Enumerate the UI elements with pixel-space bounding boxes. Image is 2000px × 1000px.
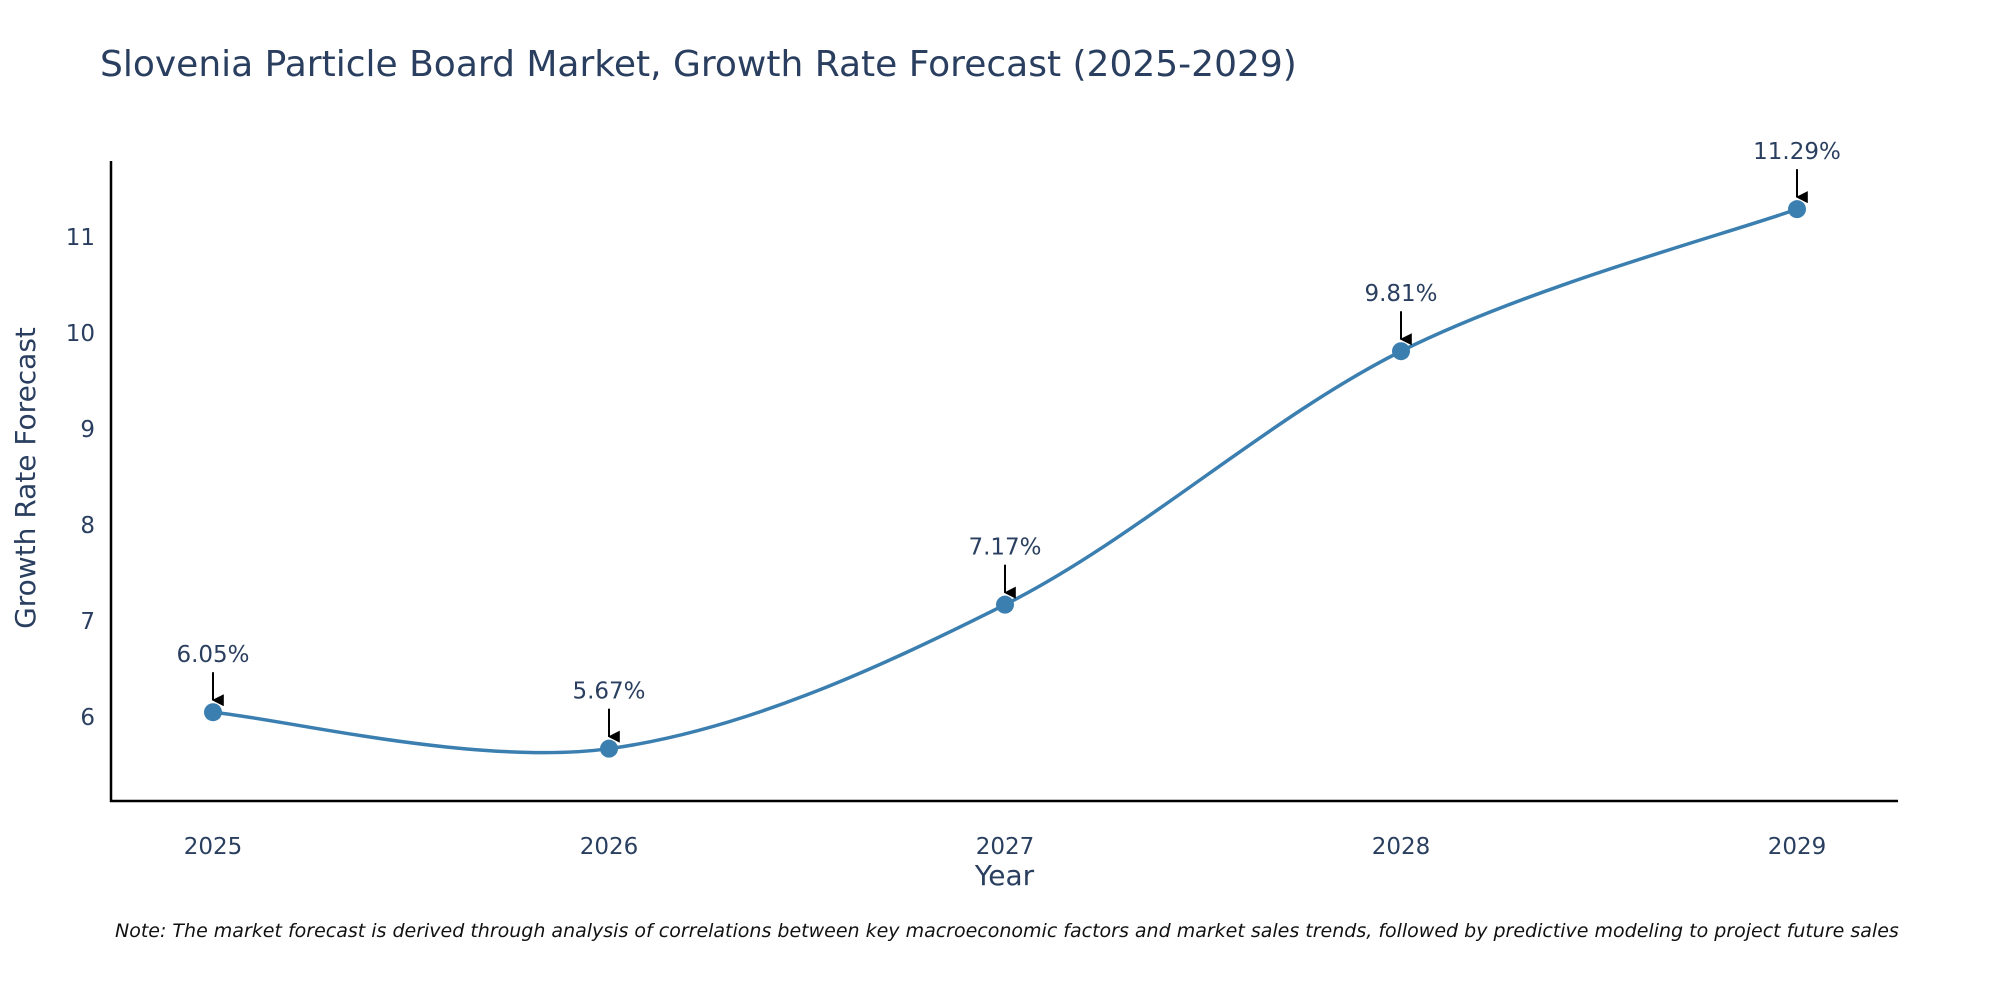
data-point [1788, 200, 1806, 219]
x-tick-label: 2029 [1768, 834, 1827, 860]
data-label: 7.17% [968, 535, 1041, 561]
data-point [1392, 342, 1410, 361]
x-tick-label: 2025 [184, 834, 243, 860]
data-label: 11.29% [1753, 139, 1841, 165]
data-point [600, 739, 618, 758]
y-tick-label: 11 [66, 225, 95, 251]
chart-title: Slovenia Particle Board Market, Growth R… [100, 44, 1297, 85]
data-point [204, 703, 222, 722]
x-tick-label: 2026 [580, 834, 639, 860]
x-tick-label: 2027 [976, 834, 1035, 860]
chart-note: Note: The market forecast is derived thr… [115, 920, 1899, 942]
series-line [212, 207, 1798, 755]
y-tick-label: 7 [80, 609, 95, 635]
x-axis-title: Year [974, 859, 1035, 892]
y-tick-label: 9 [80, 417, 95, 443]
data-point [996, 595, 1014, 614]
y-axis-title: Growth Rate Forecast [9, 327, 42, 629]
y-tick-label: 8 [80, 513, 95, 539]
data-label: 5.67% [572, 679, 645, 705]
data-label: 9.81% [1364, 281, 1437, 307]
y-tick-label: 6 [80, 705, 95, 731]
data-label: 6.05% [176, 642, 249, 668]
x-tick-label: 2028 [1372, 834, 1431, 860]
y-tick-label: 10 [66, 321, 95, 347]
